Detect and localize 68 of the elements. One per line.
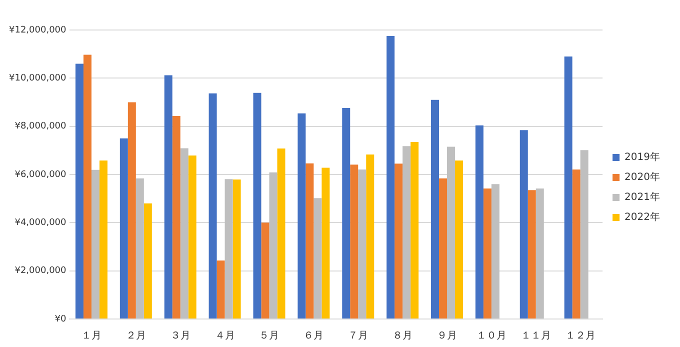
y-tick-label: ¥8,000,000 bbox=[14, 122, 67, 132]
x-tick-label: ４月 bbox=[214, 330, 235, 342]
bar bbox=[120, 138, 128, 318]
x-tick-label: １月 bbox=[81, 330, 102, 342]
x-tick-label: ６月 bbox=[304, 330, 324, 342]
bar bbox=[298, 113, 306, 318]
x-tick-label: １０月 bbox=[476, 330, 506, 342]
bar bbox=[394, 164, 403, 318]
bar bbox=[431, 100, 440, 318]
bar bbox=[520, 130, 528, 318]
bar bbox=[483, 188, 492, 318]
bar bbox=[528, 190, 536, 318]
bar bbox=[83, 54, 92, 318]
bar bbox=[439, 178, 448, 318]
y-tick-label: ¥4,000,000 bbox=[14, 218, 67, 228]
bar bbox=[447, 146, 456, 318]
x-tick-label: ８月 bbox=[392, 330, 413, 342]
bar bbox=[75, 64, 84, 318]
bar bbox=[216, 260, 225, 318]
bar bbox=[536, 188, 544, 318]
bar bbox=[128, 102, 136, 318]
x-tick-label: ５月 bbox=[259, 330, 280, 342]
bar bbox=[232, 180, 241, 318]
bar bbox=[277, 148, 286, 318]
bar bbox=[99, 160, 108, 318]
y-tick-label: ¥6,000,000 bbox=[14, 170, 67, 180]
bar bbox=[410, 142, 419, 318]
bar bbox=[172, 116, 180, 318]
bar bbox=[402, 146, 411, 318]
bar bbox=[188, 155, 196, 318]
bar bbox=[306, 163, 314, 318]
bar bbox=[269, 172, 278, 318]
bar bbox=[350, 164, 358, 318]
legend-label: 2022年 bbox=[624, 211, 660, 224]
bar bbox=[564, 56, 572, 318]
bar bbox=[572, 169, 580, 318]
legend-label: 2019年 bbox=[624, 151, 660, 164]
x-tick-label: １２月 bbox=[565, 330, 596, 342]
bar bbox=[475, 125, 484, 318]
bar bbox=[253, 92, 262, 318]
bar bbox=[224, 179, 233, 318]
bar bbox=[358, 169, 366, 318]
y-tick-label: ¥0 bbox=[54, 314, 67, 324]
bar bbox=[386, 36, 395, 318]
bar bbox=[314, 198, 322, 318]
x-tick-label: ２月 bbox=[126, 330, 146, 342]
bar bbox=[164, 75, 172, 318]
bar bbox=[455, 160, 464, 318]
x-tick-label: ７月 bbox=[348, 330, 368, 342]
bar bbox=[180, 148, 188, 318]
legend-label: 2021年 bbox=[624, 191, 660, 204]
legend-label: 2020年 bbox=[624, 171, 660, 184]
bar bbox=[322, 168, 330, 318]
y-tick-label: ¥12,000,000 bbox=[8, 25, 67, 36]
bar bbox=[366, 154, 374, 318]
bar bbox=[491, 184, 500, 318]
bar bbox=[342, 108, 350, 318]
bar bbox=[208, 93, 217, 318]
x-tick-label: １１月 bbox=[520, 330, 551, 342]
x-tick-label: ９月 bbox=[437, 330, 458, 342]
bar bbox=[91, 170, 100, 318]
bar bbox=[144, 203, 152, 318]
bar bbox=[580, 150, 588, 318]
bar bbox=[261, 222, 270, 318]
bar bbox=[136, 178, 144, 318]
y-tick-label: ¥2,000,000 bbox=[14, 266, 67, 276]
x-tick-label: ３月 bbox=[170, 330, 190, 342]
y-tick-label: ¥10,000,000 bbox=[8, 74, 67, 84]
